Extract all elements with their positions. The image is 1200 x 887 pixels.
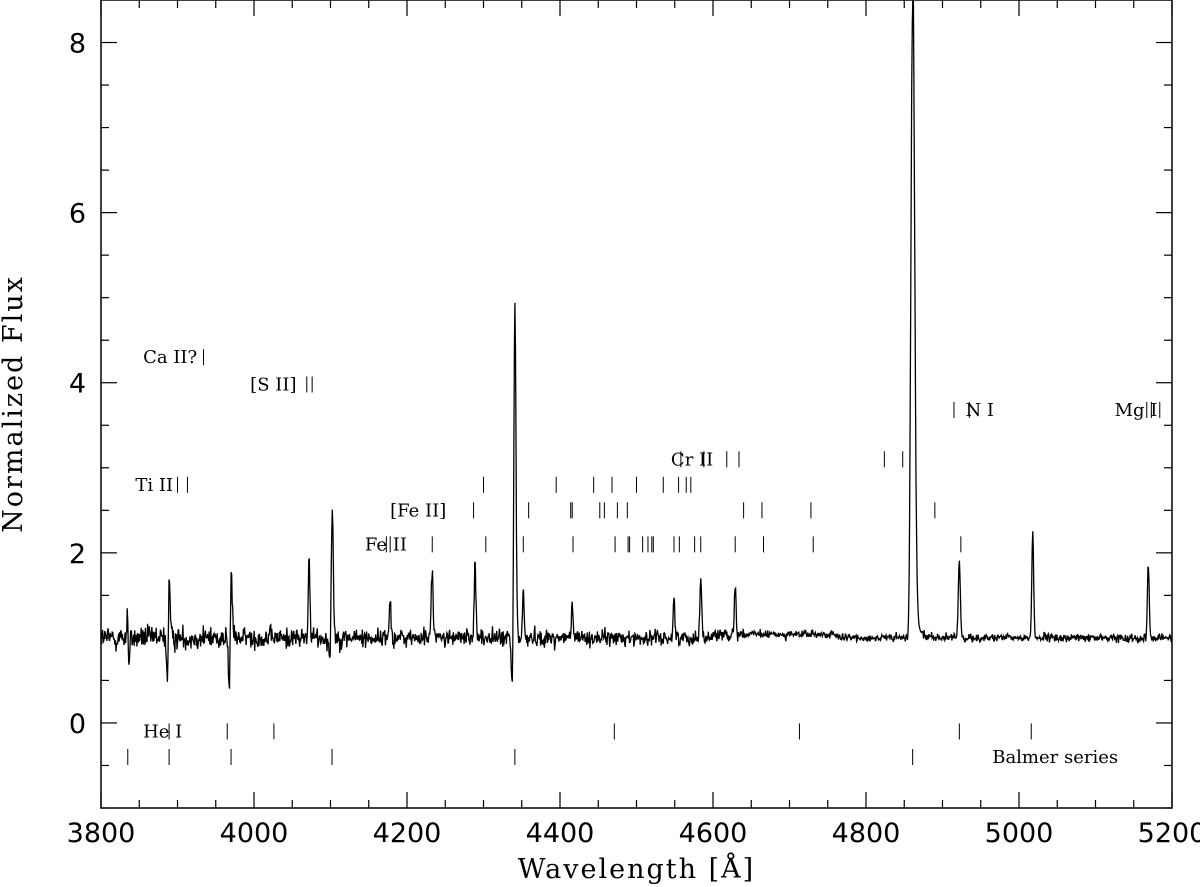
line-id-label: [S II] (250, 374, 296, 395)
y-tick-label: 4 (69, 369, 86, 400)
line-id-label: He I (143, 721, 182, 742)
y-tick-labels: 0 2 4 6 8 (69, 29, 86, 740)
plot-frame (100, 0, 1173, 809)
x-tick-labels: 3800 4000 4200 4400 4600 4800 5000 5200 (67, 818, 1200, 849)
x-tick-label: 5000 (985, 818, 1054, 849)
y-tick-label: 0 (69, 709, 86, 740)
x-axis-label: Wavelength [Å] (518, 852, 755, 885)
x-tick-label: 4800 (832, 818, 901, 849)
line-id-label: Ca II? (143, 347, 197, 368)
line-id-label: [Fe II] (390, 500, 446, 521)
line-id-label: Fe II (365, 534, 407, 555)
line-id-label: Cr II (671, 449, 713, 470)
y-tick-label: 6 (69, 199, 86, 230)
x-tick-label: 4000 (220, 818, 289, 849)
y-axis-label: Normalized Flux (0, 275, 29, 533)
x-tick-label: 3800 (67, 818, 136, 849)
axis-ticks (100, 0, 1173, 809)
line-id-label: Ti II (135, 475, 173, 496)
x-tick-label: 4600 (679, 818, 748, 849)
x-tick-label: 5200 (1138, 818, 1200, 849)
line-id-label: N I (965, 400, 994, 421)
y-tick-label: 2 (69, 539, 86, 570)
x-tick-label: 4200 (373, 818, 442, 849)
line-id-label: Balmer series (992, 747, 1118, 768)
line-id-label: Mg I (1115, 400, 1158, 421)
line-identifications: Ca II? [S II] Ti II [Fe II] Fe II Cr II N I Mg … (127, 347, 1161, 768)
spectrum-series-line (100, 0, 1173, 689)
y-tick-label: 8 (69, 29, 86, 60)
x-tick-label: 4400 (526, 818, 595, 849)
